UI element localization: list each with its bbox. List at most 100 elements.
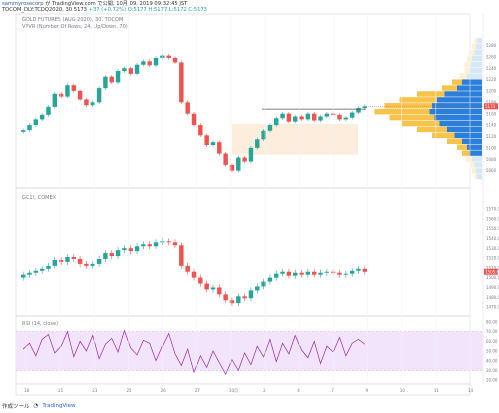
- gc1-candle[interactable]: [166, 241, 171, 243]
- price-candle[interactable]: [274, 118, 279, 126]
- price-candle[interactable]: [77, 90, 83, 100]
- price-candle[interactable]: [39, 114, 45, 120]
- price-candle[interactable]: [261, 130, 266, 140]
- price-candle[interactable]: [141, 61, 146, 65]
- gc1-candle[interactable]: [128, 248, 133, 252]
- gc1-candle[interactable]: [305, 271, 311, 275]
- price-candle[interactable]: [324, 113, 330, 117]
- gc1-candle[interactable]: [153, 242, 159, 247]
- price-candle[interactable]: [153, 57, 159, 66]
- price-candle[interactable]: [349, 112, 355, 118]
- price-candle[interactable]: [299, 116, 304, 120]
- price-candle[interactable]: [242, 157, 247, 162]
- gc1-candle[interactable]: [286, 271, 292, 276]
- gc1-candle[interactable]: [27, 272, 32, 275]
- gc1-candle[interactable]: [134, 246, 140, 252]
- gc1-candle[interactable]: [324, 271, 330, 273]
- price-candle[interactable]: [286, 113, 292, 122]
- gc1-candle[interactable]: [312, 271, 317, 275]
- price-candle[interactable]: [293, 116, 298, 122]
- price-candle[interactable]: [65, 85, 70, 97]
- price-candle[interactable]: [122, 68, 127, 71]
- gc1-candle[interactable]: [185, 265, 190, 272]
- price-candle[interactable]: [134, 64, 140, 74]
- price-candle[interactable]: [343, 117, 349, 120]
- gc1-candle[interactable]: [96, 258, 102, 264]
- price-candle[interactable]: [20, 130, 26, 132]
- gc1-candle[interactable]: [236, 296, 241, 304]
- price-candle[interactable]: [362, 106, 368, 108]
- price-candle[interactable]: [109, 76, 114, 83]
- footer-brand[interactable]: TradingView: [42, 403, 76, 409]
- price-candle[interactable]: [172, 57, 178, 63]
- price-candle[interactable]: [318, 116, 323, 121]
- gc1-candle[interactable]: [172, 242, 178, 246]
- gc1-candle[interactable]: [293, 272, 298, 276]
- price-candle[interactable]: [115, 71, 121, 83]
- price-candle[interactable]: [255, 139, 260, 148]
- price-candle[interactable]: [210, 142, 216, 145]
- gc1-candle[interactable]: [122, 248, 127, 251]
- gc1-candle[interactable]: [217, 287, 222, 295]
- price-candle[interactable]: [204, 135, 209, 145]
- price-candle[interactable]: [236, 157, 241, 171]
- rsi-line[interactable]: [22, 329, 366, 376]
- gc1-candle[interactable]: [318, 272, 323, 275]
- gc1-candle[interactable]: [255, 286, 260, 291]
- gc1-candle[interactable]: [77, 258, 83, 264]
- gc1-candle[interactable]: [229, 300, 235, 304]
- gc1-candle[interactable]: [299, 272, 304, 275]
- gc1-candle[interactable]: [337, 272, 342, 275]
- price-candle[interactable]: [147, 61, 152, 66]
- price-candle[interactable]: [96, 88, 102, 103]
- gc1-candle[interactable]: [71, 257, 76, 259]
- price-candle[interactable]: [84, 99, 89, 106]
- price-candle[interactable]: [128, 68, 133, 74]
- gc1-candle[interactable]: [242, 296, 247, 299]
- gc1-candle[interactable]: [90, 263, 95, 266]
- gc1-candle[interactable]: [343, 273, 349, 275]
- price-candle[interactable]: [337, 114, 342, 120]
- price-candle[interactable]: [280, 113, 285, 119]
- gc1-candle[interactable]: [141, 244, 146, 247]
- gc1-candle[interactable]: [179, 245, 184, 266]
- price-candle[interactable]: [71, 85, 76, 91]
- price-candle[interactable]: [179, 62, 184, 103]
- gc1-candle[interactable]: [20, 274, 26, 278]
- author-link[interactable]: sammyrosecorp: [2, 1, 44, 7]
- price-candle[interactable]: [267, 125, 273, 131]
- gc1-candle[interactable]: [147, 244, 152, 247]
- price-candle[interactable]: [248, 147, 254, 162]
- gc1-candle[interactable]: [267, 277, 273, 282]
- price-candle[interactable]: [223, 153, 228, 165]
- price-candle[interactable]: [185, 102, 190, 114]
- price-candle[interactable]: [27, 125, 32, 131]
- price-candle[interactable]: [52, 93, 58, 107]
- price-candle[interactable]: [58, 93, 64, 97]
- price-candle[interactable]: [312, 113, 317, 121]
- price-candle[interactable]: [160, 55, 165, 58]
- gc1-candle[interactable]: [52, 259, 58, 266]
- price-candle[interactable]: [103, 76, 108, 89]
- gc1-candle[interactable]: [349, 270, 355, 274]
- gc1-candle[interactable]: [109, 253, 114, 257]
- gc1-candle[interactable]: [274, 273, 279, 278]
- gc1-candle[interactable]: [223, 294, 228, 301]
- gc1-candle[interactable]: [198, 277, 203, 284]
- gc1-candle[interactable]: [204, 283, 209, 290]
- gc1-candle[interactable]: [160, 241, 165, 243]
- price-candle[interactable]: [33, 119, 39, 126]
- gc1-candle[interactable]: [103, 253, 108, 259]
- gc1-candle[interactable]: [84, 263, 89, 266]
- price-candle[interactable]: [217, 142, 222, 154]
- gc1-candle[interactable]: [46, 265, 51, 269]
- gc1-candle[interactable]: [356, 268, 361, 271]
- gc1-candle[interactable]: [191, 271, 197, 278]
- price-candle[interactable]: [166, 55, 171, 58]
- price-candle[interactable]: [305, 113, 311, 120]
- price-candle[interactable]: [90, 102, 95, 106]
- gc1-candle[interactable]: [261, 281, 266, 287]
- gc1-candle[interactable]: [210, 287, 216, 290]
- time-axis[interactable]: [15, 383, 471, 396]
